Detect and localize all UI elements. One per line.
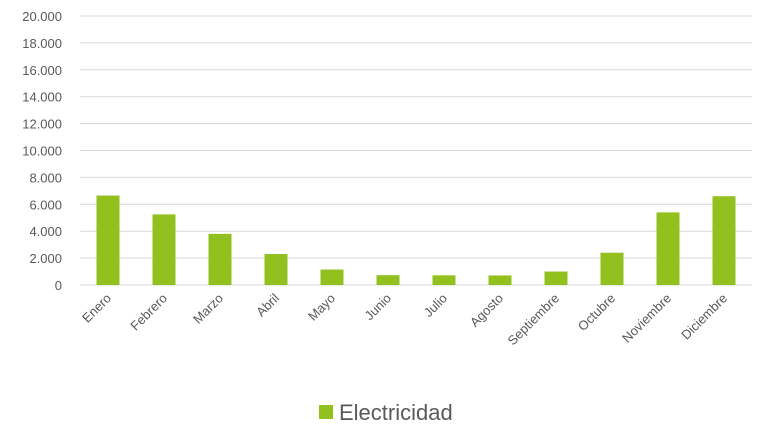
y-tick-label: 4.000 xyxy=(29,224,62,239)
bar-noviembre xyxy=(656,212,680,285)
bar-febrero xyxy=(152,214,176,285)
bar-octubre xyxy=(600,252,624,285)
y-tick-label: 0 xyxy=(55,278,62,293)
y-tick-label: 10.000 xyxy=(22,144,62,159)
y-tick-label: 16.000 xyxy=(22,63,62,78)
gridlines xyxy=(80,15,752,286)
x-tick-label: Abril xyxy=(253,290,282,319)
bar-junio xyxy=(376,275,400,285)
x-tick-label: Septiembre xyxy=(505,291,563,349)
bar-julio xyxy=(432,275,456,285)
bar-septiembre xyxy=(544,271,568,285)
bars xyxy=(96,195,736,285)
y-tick-label: 2.000 xyxy=(29,251,62,266)
x-tick-label: Junio xyxy=(362,291,395,324)
y-tick-label: 8.000 xyxy=(29,170,62,185)
x-tick-label: Marzo xyxy=(190,291,226,327)
y-tick-label: 20.000 xyxy=(22,9,62,24)
y-tick-label: 12.000 xyxy=(22,117,62,132)
x-tick-label: Agosto xyxy=(467,291,506,330)
bar-agosto xyxy=(488,275,512,285)
bar-abril xyxy=(264,254,288,285)
bar-enero xyxy=(96,195,120,285)
legend-swatch-electricidad xyxy=(319,405,333,419)
y-tick-label: 18.000 xyxy=(22,36,62,51)
legend-label-electricidad: Electricidad xyxy=(339,400,453,425)
bar-diciembre xyxy=(712,196,736,285)
y-tick-label: 14.000 xyxy=(22,90,62,105)
x-tick-label: Julio xyxy=(421,291,451,321)
x-tick-label: Diciembre xyxy=(678,291,730,343)
x-tick-label: Noviembre xyxy=(619,291,674,346)
x-tick-label: Octubre xyxy=(575,291,618,334)
x-tick-label: Febrero xyxy=(127,291,170,334)
y-tick-label: 6.000 xyxy=(29,197,62,212)
bar-mayo xyxy=(320,269,344,285)
x-tick-label: Enero xyxy=(79,291,114,326)
x-tick-label: Mayo xyxy=(305,291,338,324)
x-axis: Enero Febrero Marzo Abril Mayo Junio Julio Agos… xyxy=(79,290,730,348)
bar-marzo xyxy=(208,233,232,285)
legend: Electricidad xyxy=(319,400,453,425)
y-axis: 0 2.000 4.000 6.000 8.000 10.000 12.000 14.000 1… xyxy=(22,9,62,293)
